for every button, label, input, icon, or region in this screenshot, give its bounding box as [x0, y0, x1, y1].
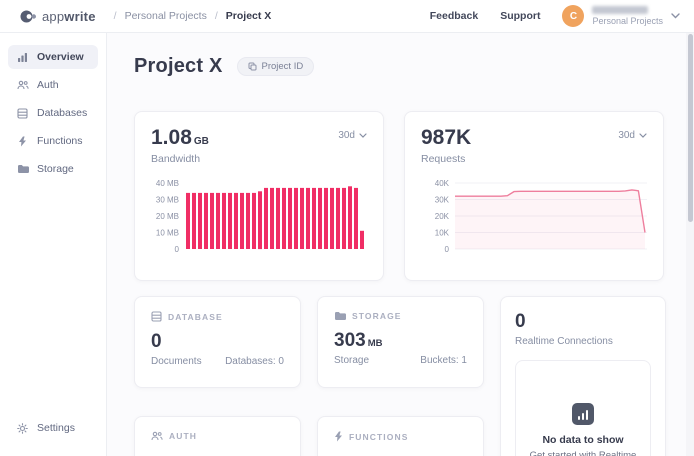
top-header: appwrite / Personal Projects / Project X…	[0, 0, 694, 33]
svg-text:40 MB: 40 MB	[156, 179, 179, 188]
database-icon	[151, 311, 162, 322]
folder-icon	[334, 311, 346, 321]
get-started-realtime-link[interactable]: Get started with Realtime	[529, 450, 637, 456]
sidebar-item-functions[interactable]: Functions	[8, 129, 98, 153]
folder-icon	[16, 164, 29, 174]
storage-label: Storage	[334, 355, 370, 366]
bandwidth-range-select[interactable]: 30d	[338, 130, 367, 141]
database-card[interactable]: DATABASE 0 Documents Databases: 0	[134, 296, 301, 388]
svg-text:30K: 30K	[435, 196, 450, 205]
user-menu[interactable]: C Personal Projects	[562, 5, 680, 27]
sidebar-item-label: Settings	[37, 422, 75, 434]
project-id-badge[interactable]: Project ID	[236, 57, 315, 76]
chevron-down-icon	[671, 13, 680, 19]
auth-section-label: AUTH	[169, 431, 198, 441]
svg-text:40K: 40K	[435, 179, 450, 188]
sidebar-item-storage[interactable]: Storage	[8, 157, 98, 181]
copy-icon	[248, 62, 257, 71]
feedback-link[interactable]: Feedback	[429, 10, 479, 22]
chevron-down-icon	[359, 130, 367, 141]
bandwidth-chart: 40 MB 30 MB 20 MB 10 MB 0	[151, 177, 367, 266]
requests-label: Requests	[421, 153, 466, 165]
lightning-icon	[16, 136, 29, 147]
project-id-badge-label: Project ID	[261, 61, 304, 72]
sidebar-item-databases[interactable]: Databases	[8, 101, 98, 125]
chevron-down-icon	[639, 130, 647, 141]
breadcrumb-project-x[interactable]: Project X	[225, 10, 272, 22]
svg-text:10K: 10K	[435, 229, 450, 238]
svg-text:20K: 20K	[435, 212, 450, 221]
lightning-icon	[334, 431, 343, 442]
requests-range-select[interactable]: 30d	[618, 130, 647, 141]
page-title: Project X	[134, 55, 223, 77]
bar-chart-icon	[16, 52, 29, 63]
svg-text:20 MB: 20 MB	[156, 212, 179, 221]
avatar: C	[562, 5, 585, 27]
breadcrumb: / Personal Projects / Project X	[114, 10, 272, 22]
databases-meta: Databases: 0	[225, 356, 284, 367]
database-icon	[16, 107, 29, 119]
support-link[interactable]: Support	[500, 10, 541, 22]
bandwidth-value: 1.08 GB	[151, 126, 209, 149]
requests-chart: 40K 30K 20K 10K 0	[421, 177, 647, 266]
storage-card[interactable]: STORAGE 303 MB Storage Buckets: 1	[317, 296, 484, 388]
sidebar-item-label: Functions	[37, 135, 83, 147]
svg-text:30 MB: 30 MB	[156, 196, 179, 205]
realtime-card: 0 Realtime Connections No data to show G…	[500, 296, 666, 456]
bandwidth-card: 1.08 GB Bandwidth 30d 40 MB 30 MB 20 MB 10 M…	[134, 111, 384, 281]
realtime-count: 0	[515, 311, 526, 332]
appwrite-logo[interactable]: appwrite	[20, 9, 96, 24]
breadcrumb-separator: /	[214, 10, 218, 22]
svg-text:0: 0	[445, 245, 450, 254]
no-data-text: No data to show	[542, 434, 624, 446]
main-content: Project X Project ID 1.08 GB Bandwidth	[107, 33, 694, 456]
database-section-label: DATABASE	[168, 311, 223, 322]
mini-chart-icon	[572, 403, 594, 425]
documents-count: 0	[151, 331, 162, 352]
sidebar-item-auth[interactable]: Auth	[8, 73, 98, 97]
realtime-empty-state: No data to show Get started with Realtim…	[515, 360, 651, 456]
gear-icon	[16, 422, 29, 434]
sidebar-item-label: Storage	[37, 163, 74, 175]
vertical-scrollbar	[686, 33, 694, 456]
realtime-label: Realtime Connections	[515, 336, 613, 347]
requests-card: 987K Requests 30d 40K 30K 20K 10K 0	[404, 111, 664, 281]
auth-card[interactable]: AUTH	[134, 416, 301, 456]
sidebar-item-settings[interactable]: Settings	[8, 416, 98, 440]
storage-value: 303 MB	[334, 330, 383, 351]
sidebar-item-overview[interactable]: Overview	[8, 45, 98, 69]
buckets-meta: Buckets: 1	[420, 355, 467, 366]
breadcrumb-personal-projects[interactable]: Personal Projects	[124, 10, 207, 22]
user-org-label: Personal Projects	[592, 16, 663, 26]
users-icon	[16, 80, 29, 90]
sidebar: Overview Auth Databases Functions	[0, 33, 107, 456]
user-name-redacted	[592, 6, 649, 14]
sidebar-item-label: Overview	[37, 51, 84, 63]
scrollbar-thumb[interactable]	[687, 34, 693, 222]
svg-text:10 MB: 10 MB	[156, 229, 179, 238]
requests-value: 987K	[421, 126, 472, 149]
storage-section-label: STORAGE	[352, 311, 402, 321]
appwrite-logo-icon	[20, 10, 37, 23]
users-icon	[151, 431, 163, 441]
documents-label: Documents	[151, 356, 202, 367]
bandwidth-label: Bandwidth	[151, 153, 201, 165]
appwrite-logo-text: appwrite	[42, 8, 96, 24]
sidebar-item-label: Auth	[37, 79, 59, 91]
svg-text:0: 0	[175, 245, 180, 254]
functions-section-label: FUNCTIONS	[349, 431, 409, 442]
sidebar-item-label: Databases	[37, 107, 88, 119]
breadcrumb-separator: /	[113, 10, 117, 22]
functions-card[interactable]: FUNCTIONS	[317, 416, 484, 456]
